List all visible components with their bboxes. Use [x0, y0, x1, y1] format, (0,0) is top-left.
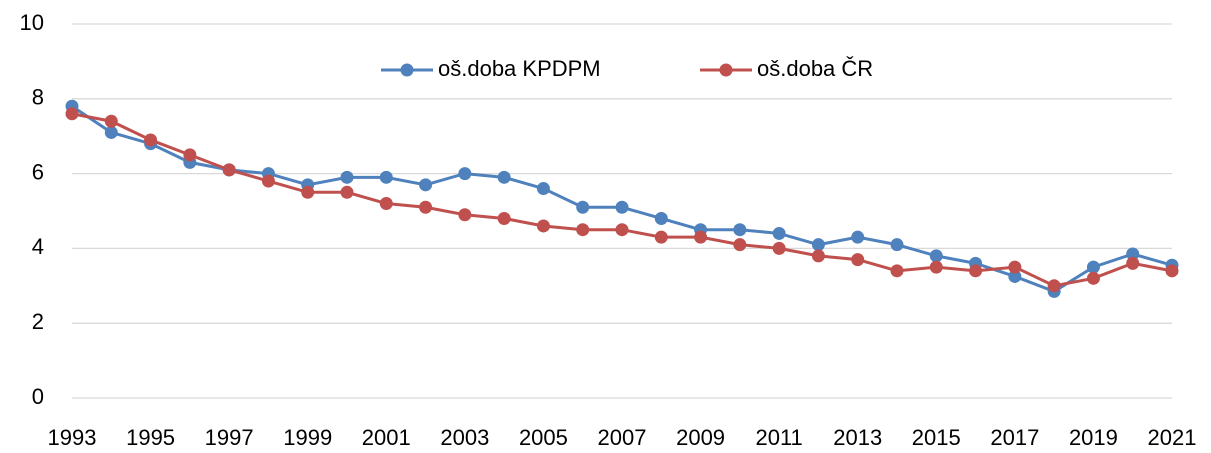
- point: [1165, 264, 1179, 278]
- point: [654, 211, 668, 225]
- y-tick-label: 8: [32, 85, 44, 110]
- point: [615, 223, 629, 237]
- point: [301, 185, 315, 199]
- x-tick-label: 2015: [912, 425, 961, 450]
- point: [104, 125, 118, 139]
- y-tick-label: 4: [32, 234, 44, 259]
- series-line: [71, 105, 1173, 294]
- point: [654, 230, 668, 244]
- x-tick-label: 2005: [519, 425, 568, 450]
- point: [1047, 279, 1061, 293]
- point: [1008, 269, 1022, 283]
- point: [811, 249, 825, 263]
- point: [458, 208, 472, 222]
- point: [929, 249, 943, 263]
- point: [340, 185, 354, 199]
- x-tick-label: 2021: [1148, 425, 1197, 450]
- point: [576, 223, 590, 237]
- point: [379, 170, 393, 184]
- x-tick-label: 2019: [1069, 425, 1118, 450]
- point: [144, 133, 158, 147]
- point: [615, 200, 629, 214]
- x-tick-label: 1993: [48, 425, 97, 450]
- point: [1126, 247, 1140, 261]
- point: [1008, 260, 1022, 274]
- point: [458, 167, 472, 181]
- legend-label: oš.doba ČR: [757, 56, 873, 81]
- point: [340, 170, 354, 184]
- point: [890, 238, 904, 252]
- y-tick-label: 2: [32, 309, 44, 334]
- x-tick-label: 2007: [598, 425, 647, 450]
- x-tick-label: 1995: [126, 425, 175, 450]
- point: [1086, 260, 1100, 274]
- point: [104, 114, 118, 128]
- point: [379, 197, 393, 211]
- x-tick-label: 2001: [362, 425, 411, 450]
- point: [1126, 256, 1140, 270]
- point: [536, 182, 550, 196]
- y-tick-label: 10: [20, 10, 44, 35]
- point: [890, 264, 904, 278]
- point: [261, 174, 275, 188]
- legend-marker: [400, 63, 414, 77]
- x-tick-label: 1999: [283, 425, 332, 450]
- y-tick-label: 6: [32, 159, 44, 184]
- legend-label: oš.doba KPDPM: [438, 56, 601, 81]
- point: [772, 241, 786, 255]
- point: [733, 223, 747, 237]
- point: [419, 178, 433, 192]
- point: [851, 253, 865, 267]
- x-tick-label: 2009: [676, 425, 725, 450]
- x-tick-label: 2011: [755, 425, 802, 450]
- legend-marker: [719, 63, 733, 77]
- point: [497, 170, 511, 184]
- point: [497, 211, 511, 225]
- x-tick-label: 1997: [205, 425, 254, 450]
- point: [536, 219, 550, 233]
- point: [811, 238, 825, 252]
- point: [65, 107, 79, 121]
- x-tick-label: 2003: [440, 425, 489, 450]
- point: [969, 264, 983, 278]
- point: [772, 226, 786, 240]
- point: [694, 230, 708, 244]
- x-tick-label: 2017: [990, 425, 1039, 450]
- point: [183, 148, 197, 162]
- x-tick-label: 2013: [833, 425, 882, 450]
- point: [929, 260, 943, 274]
- series-line: [71, 112, 1173, 288]
- point: [1086, 271, 1100, 285]
- point: [733, 238, 747, 252]
- point: [851, 230, 865, 244]
- point: [222, 163, 236, 177]
- point: [419, 200, 433, 214]
- y-tick-label: 0: [32, 384, 44, 409]
- point: [576, 200, 590, 214]
